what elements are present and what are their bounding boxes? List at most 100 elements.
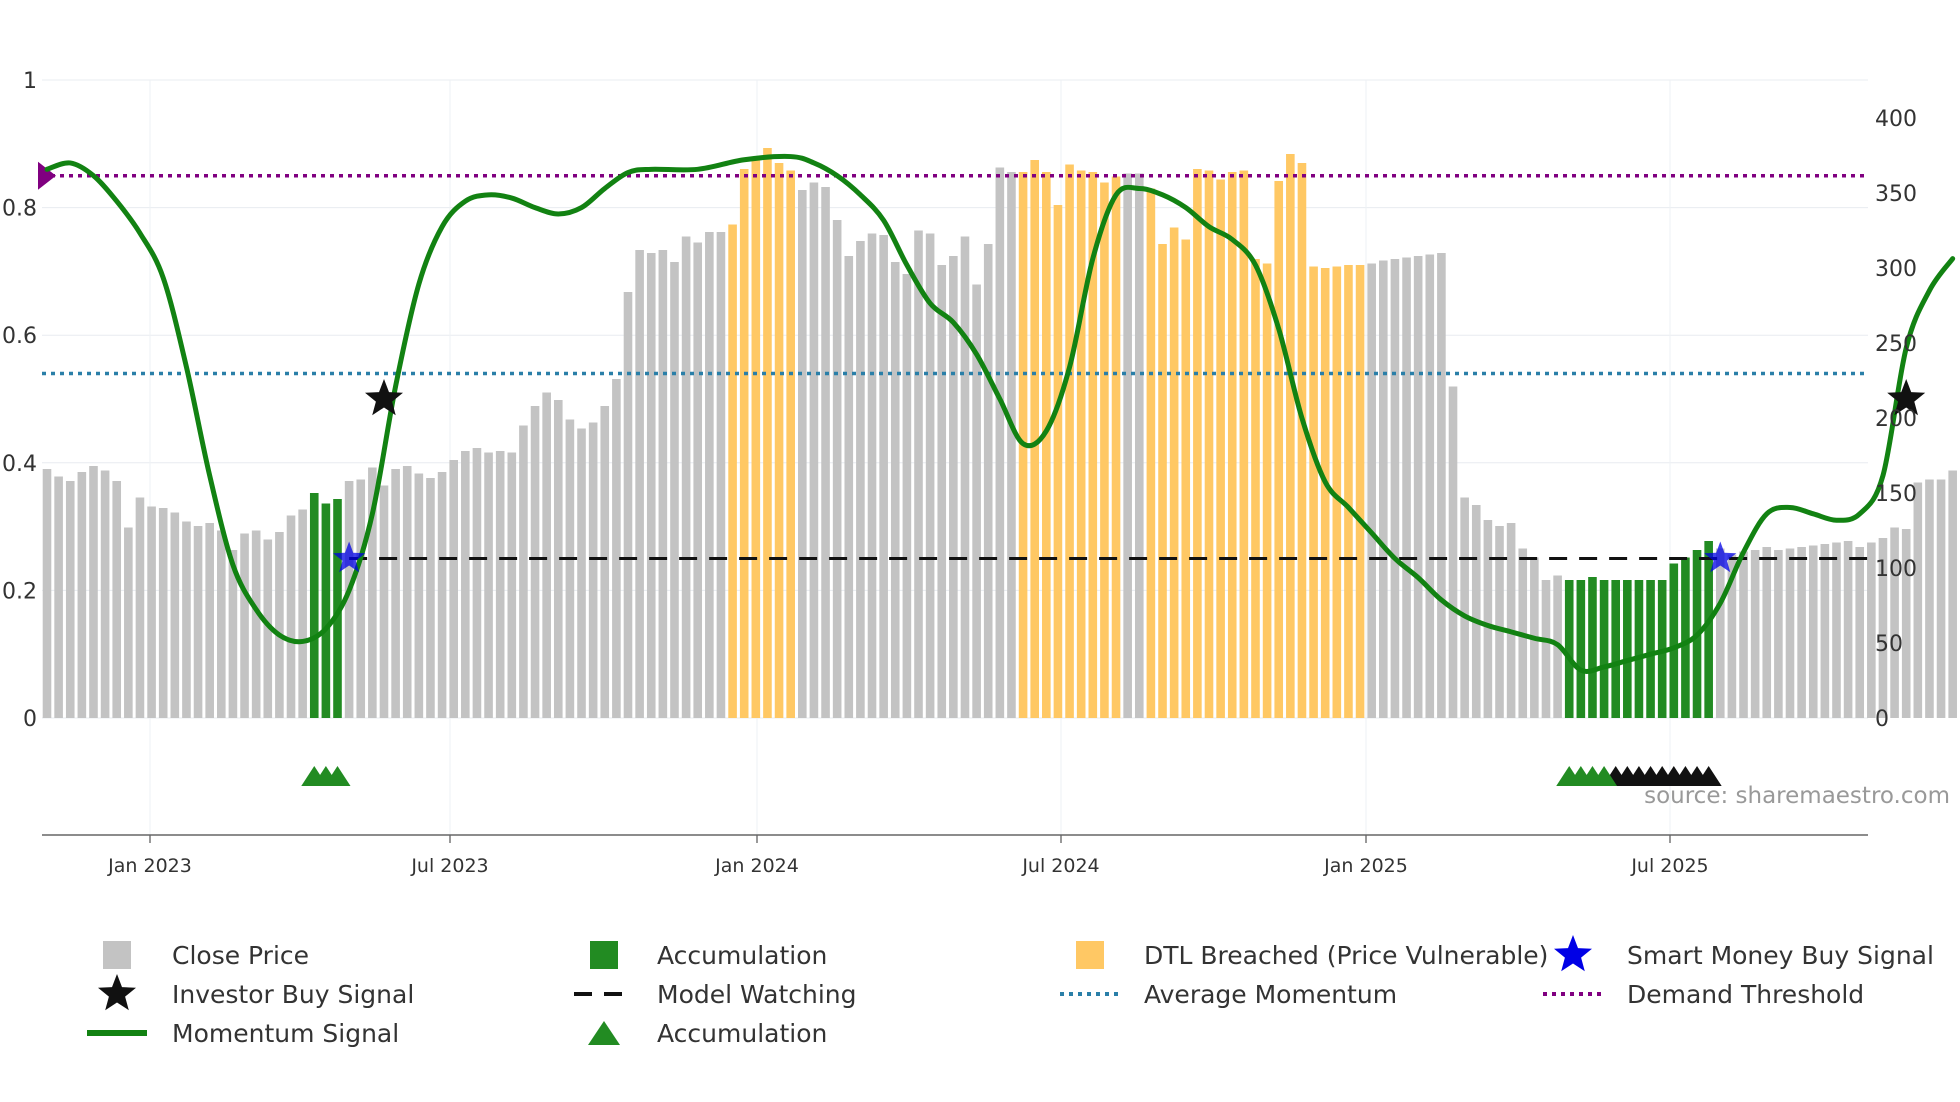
dtl-breached-bar <box>1042 172 1051 718</box>
legend-label: Close Price <box>172 941 309 970</box>
legend-item: Average Momentum <box>1060 980 1397 1009</box>
dtl-breached-bar <box>1332 266 1342 718</box>
price-bar <box>286 515 296 718</box>
price-bar <box>472 448 482 718</box>
dtl-breached-bar <box>1274 181 1284 718</box>
price-bar <box>588 422 598 718</box>
legend-key-black-star-icon <box>98 974 136 1011</box>
accumulation-bar <box>1564 580 1574 718</box>
price-bar <box>902 274 912 718</box>
price-bar <box>1437 253 1446 718</box>
legend-key-grey-square <box>103 941 131 969</box>
dtl-breached-bar <box>1309 266 1318 718</box>
price-bar <box>1936 479 1946 718</box>
reference-lines <box>38 161 1868 560</box>
y-right-tick-label: 50 <box>1875 632 1903 657</box>
smart-money-buy-signal-star <box>1704 541 1737 573</box>
price-bar <box>1901 529 1911 718</box>
y-right-tick-label: 0 <box>1875 707 1889 732</box>
price-bar <box>42 469 52 718</box>
y-right-tick-label: 250 <box>1875 332 1917 357</box>
legend-item: Accumulation <box>588 1019 827 1048</box>
price-bar <box>972 284 981 718</box>
price-bar <box>867 233 877 718</box>
accumulation-triangle <box>1591 766 1618 786</box>
price-bar <box>983 244 993 718</box>
legend-item: Model Watching <box>574 980 857 1009</box>
y-right-tick-label: 400 <box>1875 107 1917 132</box>
y-right-tick-label: 300 <box>1875 257 1917 282</box>
legend-key-orange-square <box>1076 941 1104 969</box>
price-bar <box>1739 551 1748 718</box>
dtl-breached-bar <box>1320 268 1330 718</box>
dtl-breached-bar <box>1158 244 1167 718</box>
investor-buy-signal-star <box>1887 379 1926 416</box>
y-left-tick-label: 1 <box>23 69 37 94</box>
legend-label: Accumulation <box>657 1019 827 1048</box>
dtl-breached-bar <box>1076 170 1086 718</box>
investor-buy-signal-star <box>365 379 403 416</box>
price-bar <box>1448 386 1458 718</box>
legend-key-green-square <box>590 941 618 969</box>
y-left-tick-label: 0 <box>23 707 37 732</box>
dtl-breached-bar <box>1193 169 1202 718</box>
price-bar <box>1460 497 1469 718</box>
price-bar <box>914 230 923 718</box>
price-bar <box>193 526 203 718</box>
price-bar <box>1495 526 1504 718</box>
legend-item: Close Price <box>103 941 309 970</box>
price-bar <box>1878 538 1888 718</box>
price-bar <box>937 265 947 718</box>
watching-triangle <box>1695 766 1722 786</box>
demand-threshold-marker <box>38 161 56 190</box>
price-bar <box>100 470 110 718</box>
price-bar <box>1425 254 1435 718</box>
price-bar <box>949 256 958 718</box>
price-bar <box>182 521 191 718</box>
dtl-breached-bar <box>763 148 772 718</box>
accumulation-bar <box>333 499 342 718</box>
x-tick-label: Jan 2023 <box>107 855 192 877</box>
accumulation-bar <box>1623 580 1632 718</box>
price-bar <box>495 451 505 718</box>
legend-label: Accumulation <box>657 941 827 970</box>
price-bar <box>646 253 656 718</box>
price-bar <box>1948 470 1957 718</box>
price-bar <box>553 400 563 718</box>
dtl-breached-bar <box>1100 182 1109 718</box>
price-bar <box>298 509 307 718</box>
accumulation-bar <box>1588 577 1597 718</box>
dtl-breached-bar <box>728 224 737 718</box>
dtl-breached-bar <box>1111 176 1121 718</box>
price-bar <box>1471 505 1481 718</box>
price-bar <box>147 506 156 718</box>
dtl-breached-bar <box>1204 170 1214 718</box>
dtl-breached-bar <box>1262 263 1272 718</box>
price-bar <box>1390 259 1400 718</box>
price-bar <box>1774 550 1783 718</box>
accumulation-bar <box>1669 563 1679 718</box>
legend: Close Price Accumulation DTL Breached (Pri… <box>87 935 1934 1048</box>
dtl-breached-bar <box>1344 265 1353 718</box>
price-bar <box>809 182 819 718</box>
accumulation-band <box>301 766 1722 786</box>
price-bar <box>379 485 389 718</box>
price-bar <box>1506 523 1516 718</box>
dtl-breached-bar <box>1065 164 1074 718</box>
legend-label: Investor Buy Signal <box>172 980 414 1009</box>
price-bar <box>960 236 970 718</box>
price-bar <box>1762 547 1772 718</box>
price-bar <box>1134 173 1144 718</box>
legend-item: Smart Money Buy Signal <box>1554 935 1934 972</box>
price-bar <box>1379 260 1388 718</box>
price-bar <box>658 250 668 718</box>
price-bar <box>54 476 63 718</box>
legend-item: Accumulation <box>590 941 827 970</box>
price-bar <box>124 527 133 718</box>
dtl-breached-bar <box>1181 239 1191 718</box>
accumulation-bar <box>1611 580 1620 718</box>
legend-label: Average Momentum <box>1144 980 1397 1009</box>
price-bar <box>798 190 807 718</box>
price-bar <box>426 478 435 718</box>
price-bar <box>77 472 87 718</box>
